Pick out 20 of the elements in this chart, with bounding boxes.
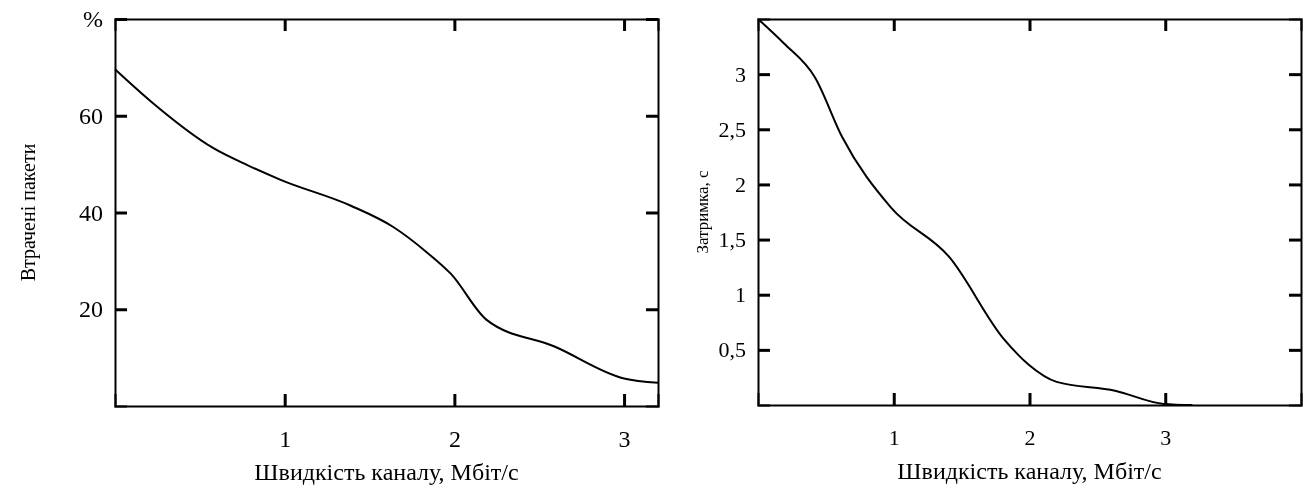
- x-tick-label: 1: [279, 426, 292, 453]
- y-tick-label: 2: [735, 171, 746, 197]
- x-tick-label: 3: [618, 426, 631, 453]
- x-axis-title: Швидкість каналу, Мбіт/с: [897, 458, 1162, 484]
- y-tick-label: 40: [79, 199, 103, 226]
- x-tick-label: 1: [888, 424, 900, 450]
- x-tick-label: 3: [1160, 424, 1172, 450]
- y-tick-label: %: [83, 6, 103, 33]
- y-axis-title: Затримка, с: [693, 169, 712, 254]
- x-tick-label: 2: [448, 426, 461, 453]
- y-tick-label: 20: [79, 296, 103, 323]
- y-tick-label: 3: [735, 61, 746, 87]
- y-tick-label: 60: [79, 102, 103, 129]
- y-tick-label: 0,5: [718, 337, 746, 363]
- x-tick-label: 2: [1024, 424, 1036, 450]
- y-tick-label: 1: [735, 282, 746, 308]
- y-tick-label: 2,5: [718, 116, 746, 142]
- x-axis-title: Швидкість каналу, Мбіт/с: [254, 459, 519, 485]
- y-tick-label: 1,5: [718, 227, 746, 253]
- y-axis-title: Втрачені пакети: [17, 143, 40, 282]
